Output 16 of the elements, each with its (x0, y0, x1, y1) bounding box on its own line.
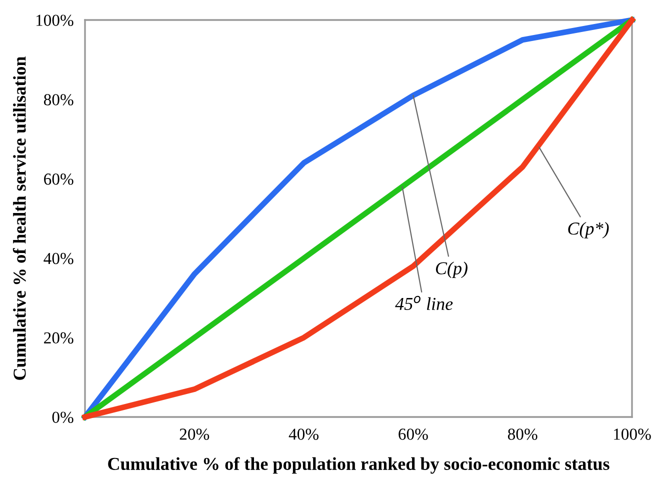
x-tick-label: 100% (614, 428, 651, 440)
y-tick-label: 40% (44, 252, 74, 264)
x-tick-label: 60% (398, 428, 428, 440)
annotation: 45$^{o}$ line (395, 296, 453, 310)
x-tick-label: 40% (288, 428, 319, 440)
y-tick-label: 60% (44, 174, 74, 185)
y-tick-label: 20% (44, 332, 74, 344)
annotation: C(p*) (568, 222, 609, 238)
y-tick-label: 80% (44, 94, 74, 106)
annotation: C(p) (436, 262, 468, 278)
y-tick-label: 100% (36, 14, 74, 26)
x-tick-label: 20% (180, 428, 210, 440)
x-axis-title: Cumulative % of the population ranked by socio-economic status (108, 457, 610, 474)
x-tick-label: 80% (508, 428, 538, 440)
y-tick-label: 0% (52, 412, 74, 423)
y-axis-title: Cumulative % of health service utilisation (12, 56, 26, 380)
